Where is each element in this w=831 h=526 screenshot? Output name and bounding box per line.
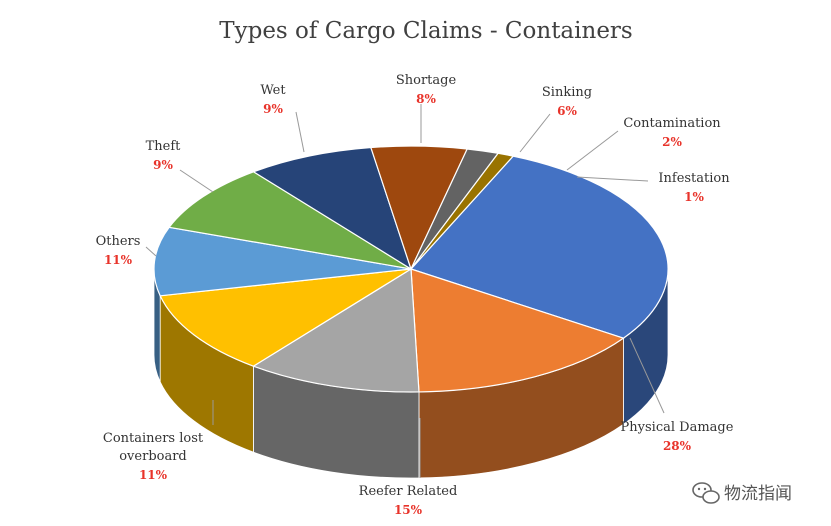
watermark: 物流指闻 [692, 482, 792, 504]
pie-label-4: Theft 9% [146, 139, 214, 193]
pie-label-6: Shortage 8% [396, 73, 457, 143]
slice-percent-5: 9% [263, 102, 283, 116]
slice-name-9: Infestation [658, 171, 730, 186]
slice-name-3: Others [96, 234, 141, 249]
chart-title: Types of Cargo Claims - Containers [219, 18, 632, 44]
pie-label-3: Others 11% [96, 234, 157, 267]
pie-slices [153, 145, 669, 393]
slice-percent-1: 15% [394, 503, 423, 517]
pie-label-9: Infestation 1% [576, 171, 730, 204]
pie-slice-4 [153, 226, 412, 297]
pie-slice-3 [159, 268, 412, 367]
watermark-text: 物流指闻 [724, 484, 792, 504]
leader-line-9 [576, 176, 649, 182]
pie-slice-0 [409, 155, 669, 339]
pie-label-5: Wet 9% [260, 83, 305, 153]
slice-name-1: Reefer Related [359, 484, 458, 499]
slice-name-6: Shortage [396, 73, 457, 88]
pie-sides [153, 268, 669, 479]
pie-slice-5 [168, 171, 412, 270]
leader-line-8 [566, 130, 619, 171]
pie-labels: Physical Damage 28% Reefer Related 15% Conta… [96, 73, 734, 517]
pie-slice-9 [410, 152, 515, 270]
slice-name-2-line-0: Containers lost [103, 431, 204, 446]
pie-slice-1 [410, 268, 625, 393]
slice-percent-4: 9% [153, 158, 173, 172]
slice-percent-9: 1% [684, 190, 704, 204]
pie-label-2: Containers lost overboard 11% [103, 400, 214, 482]
slice-name-4: Theft [146, 139, 182, 154]
leader-line-3 [145, 246, 157, 257]
pie-label-7: Sinking 6% [519, 85, 592, 153]
slice-name-8: Contamination [623, 116, 721, 131]
pie-label-1: Reefer Related 15% [359, 418, 458, 517]
leader-line-0 [629, 337, 665, 414]
slice-percent-0: 28% [663, 439, 692, 453]
slice-percent-3: 11% [104, 253, 133, 267]
slice-name-5: Wet [260, 83, 286, 98]
wechat-icon [692, 482, 720, 504]
slice-name-7: Sinking [542, 85, 592, 100]
pie-label-8: Contamination 2% [566, 116, 721, 171]
slice-name-0: Physical Damage [621, 420, 734, 435]
leader-line-5 [295, 111, 305, 153]
leader-line-7 [519, 113, 551, 153]
slice-percent-6: 8% [416, 92, 436, 106]
slice-percent-2: 11% [139, 468, 168, 482]
leader-line-4 [179, 169, 214, 193]
pie-slice-6 [252, 146, 413, 271]
slice-percent-7: 6% [557, 104, 577, 118]
slice-name-2-line-1: overboard [119, 449, 187, 464]
slice-percent-8: 2% [662, 135, 682, 149]
pie-slice-2 [252, 267, 420, 393]
pie-label-0: Physical Damage 28% [621, 337, 734, 453]
